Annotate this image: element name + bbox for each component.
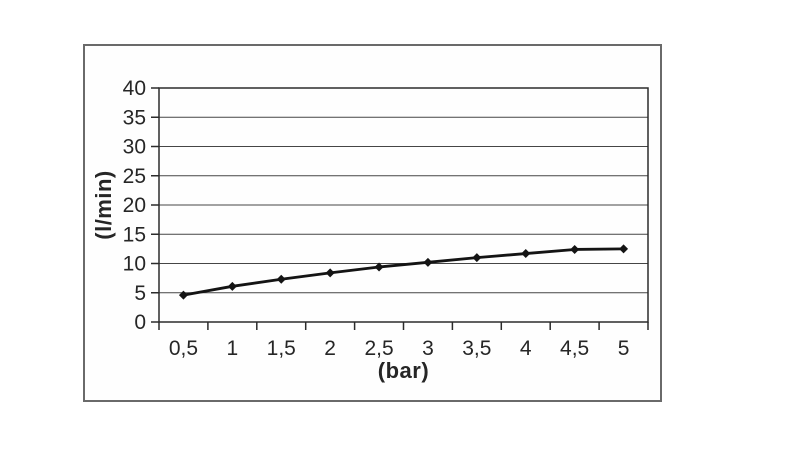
y-tick-label: 40 <box>123 77 146 100</box>
y-tick-label: 30 <box>123 136 146 159</box>
x-tick-label: 3 <box>422 337 434 360</box>
data-point-marker <box>227 281 237 291</box>
x-tick-label: 4,5 <box>560 337 589 360</box>
x-tick-label: 1,5 <box>267 337 296 360</box>
plot-area-border <box>158 87 649 323</box>
y-tick-label: 35 <box>123 106 146 129</box>
data-point-marker <box>619 244 629 254</box>
y-tick-label: 25 <box>123 165 146 188</box>
data-point-marker <box>570 244 580 254</box>
data-point-marker <box>325 268 335 278</box>
x-tick-label: 3,5 <box>462 337 491 360</box>
x-tick-label: 0,5 <box>169 337 198 360</box>
y-tick-label: 15 <box>123 223 146 246</box>
x-tick-label: 4 <box>520 337 532 360</box>
x-tick-label: 2 <box>324 337 336 360</box>
data-point-marker <box>423 257 433 267</box>
y-tick-label: 20 <box>123 194 146 217</box>
y-tick-label: 5 <box>134 282 146 305</box>
chart-frame: 0 5 10 15 20 25 30 35 40 0,5 1 1,5 2 2,5 3 3,5 4 4,5 5 (l/… <box>83 44 662 402</box>
data-point-marker <box>472 253 482 263</box>
y-tick-label: 10 <box>123 253 146 276</box>
data-point-marker <box>521 249 531 259</box>
x-tick-label: 1 <box>227 337 239 360</box>
flow-rate-vs-pressure-chart: 0 5 10 15 20 25 30 35 40 0,5 1 1,5 2 2,5 3 3,5 4 4,5 5 <box>123 77 649 360</box>
y-axis-title: (l/min) <box>91 170 116 240</box>
series-line <box>182 247 625 297</box>
data-point-marker <box>178 290 188 300</box>
x-tick-label: 2,5 <box>364 337 393 360</box>
data-point-marker <box>276 274 286 284</box>
x-tick-label: 5 <box>618 337 630 360</box>
y-tick-label: 0 <box>134 311 146 334</box>
x-axis-title: (bar) <box>377 358 430 383</box>
data-point-marker <box>374 262 384 272</box>
